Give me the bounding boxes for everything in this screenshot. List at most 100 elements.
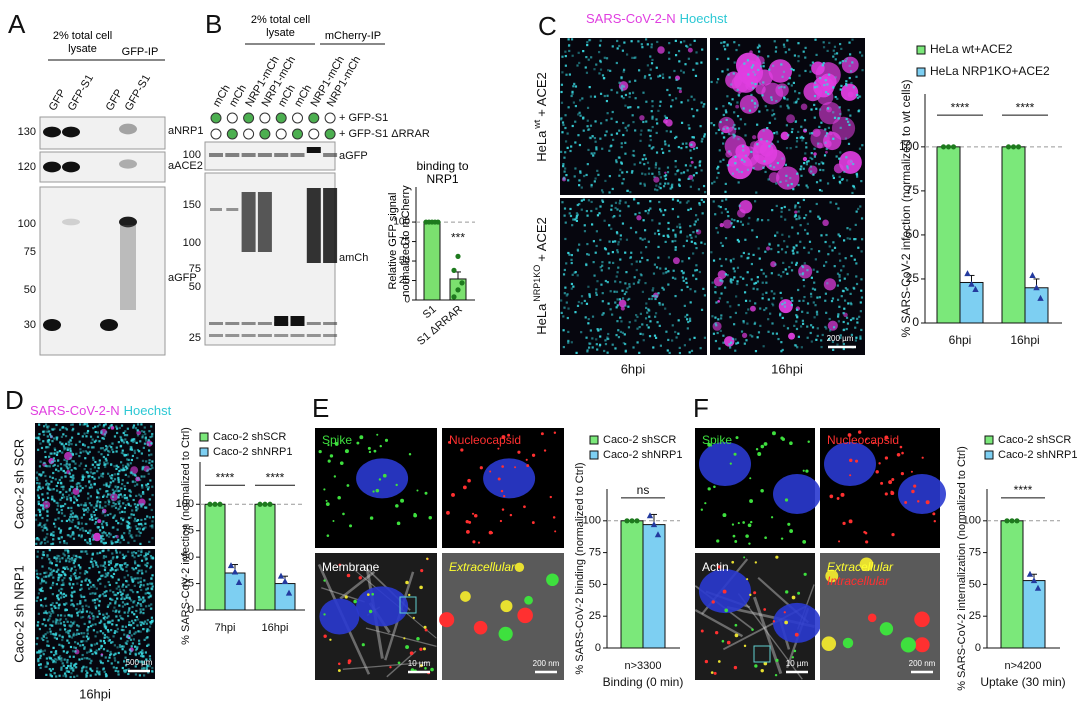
band (306, 334, 321, 337)
nucleus (573, 271, 576, 274)
nucleus (716, 78, 720, 81)
nucleus (103, 623, 106, 626)
nucleus (70, 636, 74, 639)
nucleus (55, 637, 58, 640)
nucleus (737, 240, 740, 243)
nucleus (560, 299, 563, 302)
nucleus (85, 673, 88, 676)
infected-cell (812, 128, 821, 137)
particle (376, 433, 379, 436)
nucleus (801, 273, 804, 276)
nucleus (90, 659, 93, 662)
nucleus (55, 583, 59, 586)
nucleus (667, 235, 670, 238)
nucleus (571, 273, 574, 276)
nucleus (639, 260, 642, 263)
nucleus (136, 572, 139, 575)
nucleus (654, 312, 658, 315)
nucleus (104, 423, 107, 426)
nucleus (685, 146, 688, 149)
nucleus (59, 481, 63, 484)
nucleus (61, 570, 65, 574)
nucleus (79, 594, 83, 597)
nucleus (726, 301, 729, 304)
nucleus (67, 443, 71, 446)
nucleus (124, 468, 127, 471)
nucleus (674, 330, 677, 334)
nucleus (736, 280, 739, 283)
nucleus (86, 657, 89, 660)
nucleus (48, 611, 51, 614)
nucleus (732, 126, 735, 129)
nucleus (142, 596, 145, 599)
nucleus (720, 314, 723, 317)
nucleus (605, 99, 609, 103)
nucleus (795, 314, 798, 317)
nucleus (846, 237, 849, 240)
nucleus (67, 551, 70, 554)
nucleus (596, 348, 599, 351)
nucleus (730, 281, 733, 284)
nucleus (67, 664, 70, 668)
nucleus (763, 308, 766, 312)
cell-nucleus (773, 602, 821, 643)
nucleus (592, 240, 595, 243)
membrane (386, 650, 417, 678)
nucleus (794, 120, 798, 123)
nucleus (836, 97, 839, 100)
nucleus (843, 277, 846, 280)
nucleus (806, 269, 809, 272)
nucleus (52, 464, 55, 468)
nucleus (115, 666, 118, 670)
nucleus (851, 38, 854, 41)
nucleus (123, 603, 127, 606)
nucleus (576, 249, 580, 252)
nucleus (85, 635, 88, 638)
nucleus (647, 308, 650, 311)
nucleus (73, 501, 76, 504)
nucleus (661, 303, 664, 306)
nucleus (593, 68, 596, 71)
particle (713, 671, 717, 675)
infected-cell (822, 219, 829, 227)
particle (344, 449, 349, 454)
nucleus (690, 95, 693, 98)
nucleus (621, 84, 624, 87)
nucleus (721, 280, 724, 283)
nucleus (97, 672, 100, 675)
nucleus (146, 469, 149, 473)
particle (857, 430, 862, 434)
nucleus (43, 649, 47, 652)
nucleus (98, 506, 102, 509)
nucleus (98, 440, 101, 443)
nucleus (126, 462, 129, 465)
nucleus (127, 475, 130, 478)
nucleus (41, 565, 44, 568)
nucleus (36, 637, 39, 640)
nucleus (88, 566, 91, 570)
particle (471, 512, 475, 515)
particle (423, 625, 427, 629)
nucleus (645, 100, 648, 103)
nucleus (679, 41, 683, 44)
nucleus (68, 463, 71, 466)
nucleus (782, 261, 785, 264)
nucleus (603, 94, 606, 98)
nucleus (801, 264, 804, 267)
nucleus (131, 454, 135, 458)
nucleus (692, 174, 695, 177)
nucleus (139, 611, 142, 615)
band (209, 153, 223, 157)
nucleus (103, 449, 106, 452)
data-point (1033, 284, 1040, 291)
nucleus (56, 451, 59, 454)
nucleus (46, 514, 49, 517)
nucleus (795, 140, 799, 143)
nucleus (835, 155, 838, 158)
nucleus (726, 274, 729, 277)
nucleus (75, 452, 78, 455)
condition-dot (226, 128, 238, 140)
nucleus (46, 640, 49, 643)
nucleus (123, 532, 126, 535)
nucleus (722, 105, 725, 108)
